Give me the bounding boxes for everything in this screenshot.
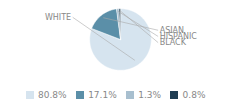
html-text:0.8%: 0.8% bbox=[182, 89, 206, 100]
svg-text:HISPANIC: HISPANIC bbox=[159, 32, 197, 41]
html-text:80.8%: 80.8% bbox=[38, 89, 67, 100]
svg-text:WHITE: WHITE bbox=[45, 13, 71, 22]
svg-text:ASIAN: ASIAN bbox=[159, 25, 184, 35]
html-text:17.1%: 17.1% bbox=[88, 89, 117, 100]
svg-text:BLACK: BLACK bbox=[160, 38, 187, 47]
html-text:1.3%: 1.3% bbox=[138, 89, 162, 100]
